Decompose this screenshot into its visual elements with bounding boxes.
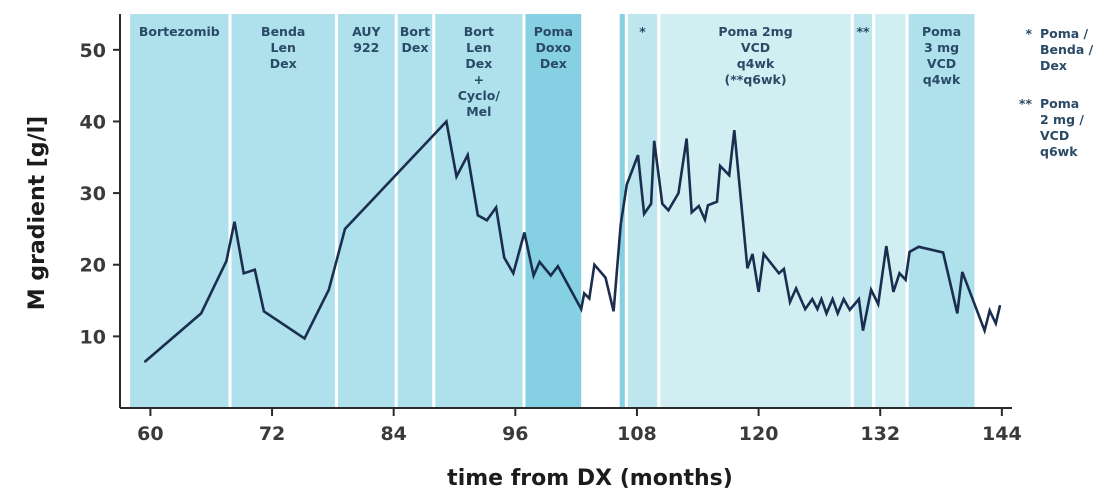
treatment-band — [525, 14, 582, 408]
x-tick-label: 72 — [259, 423, 285, 445]
treatment-band — [908, 14, 975, 408]
treatment-band-label: Poma 2mg — [718, 24, 792, 39]
treatment-bands: Bortezomib BendaLenDexAUY922BortDexBortLe… — [130, 14, 975, 408]
treatment-band — [397, 14, 433, 408]
treatment-band-label: + — [474, 72, 484, 87]
x-tick-label: 132 — [860, 423, 900, 445]
treatment-band-label: Bortezomib — [139, 24, 220, 39]
legend-text: 2 mg / — [1040, 112, 1084, 127]
treatment-band-label: AUY — [352, 24, 381, 39]
legend-marker: ** — [1019, 96, 1033, 111]
treatment-band-label: ** — [856, 24, 870, 39]
treatment-band-label: Poma — [922, 24, 961, 39]
treatment-band-label: Bort — [400, 24, 430, 39]
treatment-band-label: (**q6wk) — [725, 72, 787, 87]
series-line — [144, 118, 1002, 363]
x-tick-label: 84 — [380, 423, 406, 445]
treatment-band-label: Dex — [270, 56, 297, 71]
x-tick-label: 108 — [617, 423, 657, 445]
y-tick-label: 20 — [80, 255, 106, 277]
treatment-band-label: Benda — [261, 24, 305, 39]
treatment-band-label: q4wk — [923, 72, 961, 87]
treatment-band-label: Bort — [464, 24, 494, 39]
y-axis-title: M gradient [g/l] — [25, 116, 50, 310]
treatment-band-label: VCD — [741, 40, 770, 55]
treatment-band — [337, 14, 395, 408]
x-tick-label: 144 — [982, 423, 1022, 445]
y-tick-label: 40 — [80, 111, 106, 133]
treatment-band — [435, 14, 523, 408]
y-tick-label: 50 — [80, 40, 106, 62]
treatment-band-label: Dex — [465, 56, 492, 71]
x-tick-label: 120 — [739, 423, 779, 445]
legend-text: q6wk — [1040, 144, 1078, 159]
legend-marker: * — [1025, 26, 1032, 41]
series-layer — [144, 118, 1002, 363]
legend-text: Poma — [1040, 96, 1079, 111]
treatment-band-label: Len — [466, 40, 491, 55]
x-axis-title: time from DX (months) — [447, 466, 733, 491]
treatment-band-label: 922 — [353, 40, 379, 55]
treatment-band — [231, 14, 335, 408]
treatment-band-label: Dex — [540, 56, 567, 71]
x-tick-label: 96 — [502, 423, 528, 445]
treatment-band-label: * — [639, 24, 646, 39]
y-tick-label: 10 — [80, 326, 106, 348]
x-tick-label: 60 — [137, 423, 163, 445]
legend-text: Benda / — [1040, 42, 1094, 57]
legend-text: Poma / — [1040, 26, 1089, 41]
axes: 10 20 30 40 50 60 72 84 96 108 120 132 144 — [80, 14, 1022, 445]
treatment-band — [853, 14, 873, 408]
treatment-band-label: Mel — [466, 104, 491, 119]
treatment-band-label: Len — [271, 40, 296, 55]
legend-text: VCD — [1040, 128, 1069, 143]
treatment-band-label: Dex — [402, 40, 429, 55]
treatment-band-label: 3 mg — [924, 40, 959, 55]
treatment-band-label: Poma — [534, 24, 573, 39]
treatment-band-label: Cyclo/ — [458, 88, 501, 103]
legend-text: Dex — [1040, 58, 1067, 73]
y-tick-label: 30 — [80, 183, 106, 205]
treatment-band-label: VCD — [927, 56, 956, 71]
treatment-band — [875, 14, 906, 408]
treatment-band — [130, 14, 229, 408]
treatment-band-label: Doxo — [536, 40, 572, 55]
treatment-band-label: q4wk — [737, 56, 775, 71]
